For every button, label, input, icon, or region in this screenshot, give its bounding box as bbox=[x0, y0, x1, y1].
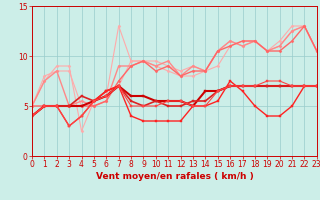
X-axis label: Vent moyen/en rafales ( km/h ): Vent moyen/en rafales ( km/h ) bbox=[96, 172, 253, 181]
